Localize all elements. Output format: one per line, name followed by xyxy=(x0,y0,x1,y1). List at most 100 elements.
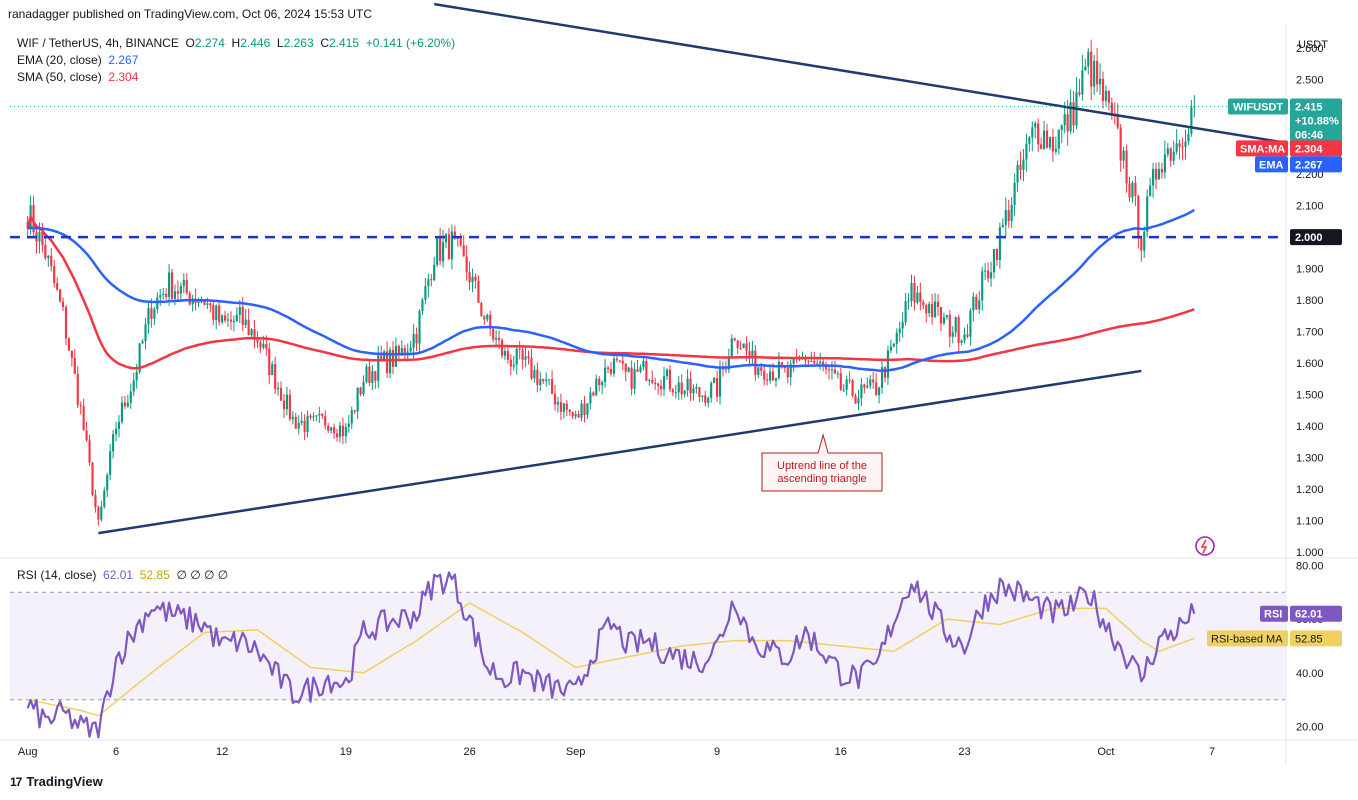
candle-body xyxy=(819,361,822,364)
tradingview-brand[interactable]: 17 TradingView xyxy=(10,774,103,789)
candle-body xyxy=(50,255,53,267)
candle-body xyxy=(282,400,286,410)
candle-body xyxy=(713,377,716,384)
candle-body xyxy=(780,362,783,367)
candle-body xyxy=(368,366,371,383)
candle-body xyxy=(94,495,97,508)
ema-line xyxy=(27,208,1195,372)
candle-body xyxy=(215,305,218,321)
candle-body xyxy=(898,328,901,333)
candle-body xyxy=(253,329,256,339)
candle-body xyxy=(954,317,957,333)
candle-body xyxy=(512,364,515,367)
candle-body xyxy=(551,379,554,394)
candle-body xyxy=(153,309,156,319)
candle-body xyxy=(147,308,150,325)
candle-body xyxy=(129,391,132,403)
ema-label[interactable]: EMA (20, close) xyxy=(17,53,102,67)
candle-body xyxy=(580,403,583,418)
candle-body xyxy=(680,382,683,395)
candle-body xyxy=(998,227,1001,261)
candle-body xyxy=(126,402,129,407)
candle-body xyxy=(226,319,230,321)
candle-body xyxy=(359,387,362,395)
time-tick-label: 16 xyxy=(835,746,847,758)
candle-body xyxy=(751,350,754,359)
candle-body xyxy=(421,299,424,312)
candle-body xyxy=(654,382,657,384)
candle-body xyxy=(651,379,654,383)
candle-body xyxy=(474,276,477,281)
candle-body xyxy=(294,416,297,429)
ema-value-tag-text: 2.267 xyxy=(1295,159,1323,171)
candle-body xyxy=(468,272,471,283)
candle-body xyxy=(833,369,836,374)
candle-body xyxy=(397,345,400,356)
candle-body xyxy=(992,248,996,273)
candle-body xyxy=(857,398,860,404)
symbol-tag-label: WIFUSDT xyxy=(1233,101,1283,113)
candle-body xyxy=(951,332,954,337)
candle-body xyxy=(813,361,816,364)
rsi-label[interactable]: RSI (14, close) xyxy=(17,568,97,582)
sma-tag xyxy=(1236,140,1288,157)
candle-body xyxy=(830,369,834,371)
candle-body xyxy=(715,377,719,397)
candle-body xyxy=(615,358,618,361)
candle-body xyxy=(159,295,162,298)
candle-body xyxy=(754,350,757,375)
candle-body xyxy=(1146,196,1149,232)
candle-body xyxy=(1119,127,1122,161)
annotation-box xyxy=(761,433,883,492)
time-tick-label: Aug xyxy=(18,746,38,758)
brand-name: TradingView xyxy=(26,774,103,789)
candle-body xyxy=(657,383,660,386)
candle-body xyxy=(500,340,504,356)
time-tick-label: 9 xyxy=(714,746,720,758)
candle-body xyxy=(627,367,630,372)
candle-body xyxy=(1181,146,1184,148)
candle-body xyxy=(839,373,842,390)
candle-body xyxy=(810,361,813,363)
time-tick-label: 12 xyxy=(216,746,228,758)
candle-body xyxy=(845,379,848,390)
candle-body xyxy=(1045,130,1049,148)
candle-body xyxy=(374,371,377,381)
candle-body xyxy=(936,301,940,307)
candle-body xyxy=(1098,78,1102,85)
candle-body xyxy=(969,310,972,337)
candle-body xyxy=(279,387,283,401)
candle-body xyxy=(539,378,542,386)
candle-body xyxy=(524,356,527,360)
candle-body xyxy=(259,342,262,348)
candle-body xyxy=(1048,137,1052,148)
rsi-ma-line xyxy=(27,602,1195,717)
candle-body xyxy=(981,271,984,301)
candle-body xyxy=(530,357,533,379)
sma-label[interactable]: SMA (50, close) xyxy=(17,70,102,84)
candle-body xyxy=(1022,159,1025,170)
symbol-label[interactable]: WIF / TetherUS, 4h, BINANCE xyxy=(17,36,179,50)
candle-body xyxy=(1087,51,1090,67)
candle-body xyxy=(223,315,227,321)
low-label: L xyxy=(276,36,284,50)
candle-body xyxy=(350,410,353,424)
candle-body xyxy=(1040,144,1043,149)
candle-body xyxy=(545,379,548,382)
candle-body xyxy=(730,338,733,358)
price-tick-label: 1.500 xyxy=(1296,390,1324,402)
last-price-tag xyxy=(1290,98,1342,143)
lightning-icon[interactable] xyxy=(1195,536,1215,556)
candle-body xyxy=(583,403,586,415)
symbol-tag xyxy=(1228,98,1288,115)
candle-body xyxy=(321,413,324,417)
candle-body xyxy=(1084,66,1087,71)
candle-body xyxy=(1010,204,1013,222)
candle-body xyxy=(1131,182,1134,198)
annotation-text: Uptrend line of the xyxy=(777,460,867,472)
candle-body xyxy=(922,301,925,306)
candle-body xyxy=(506,351,509,360)
candle-body xyxy=(807,360,810,362)
